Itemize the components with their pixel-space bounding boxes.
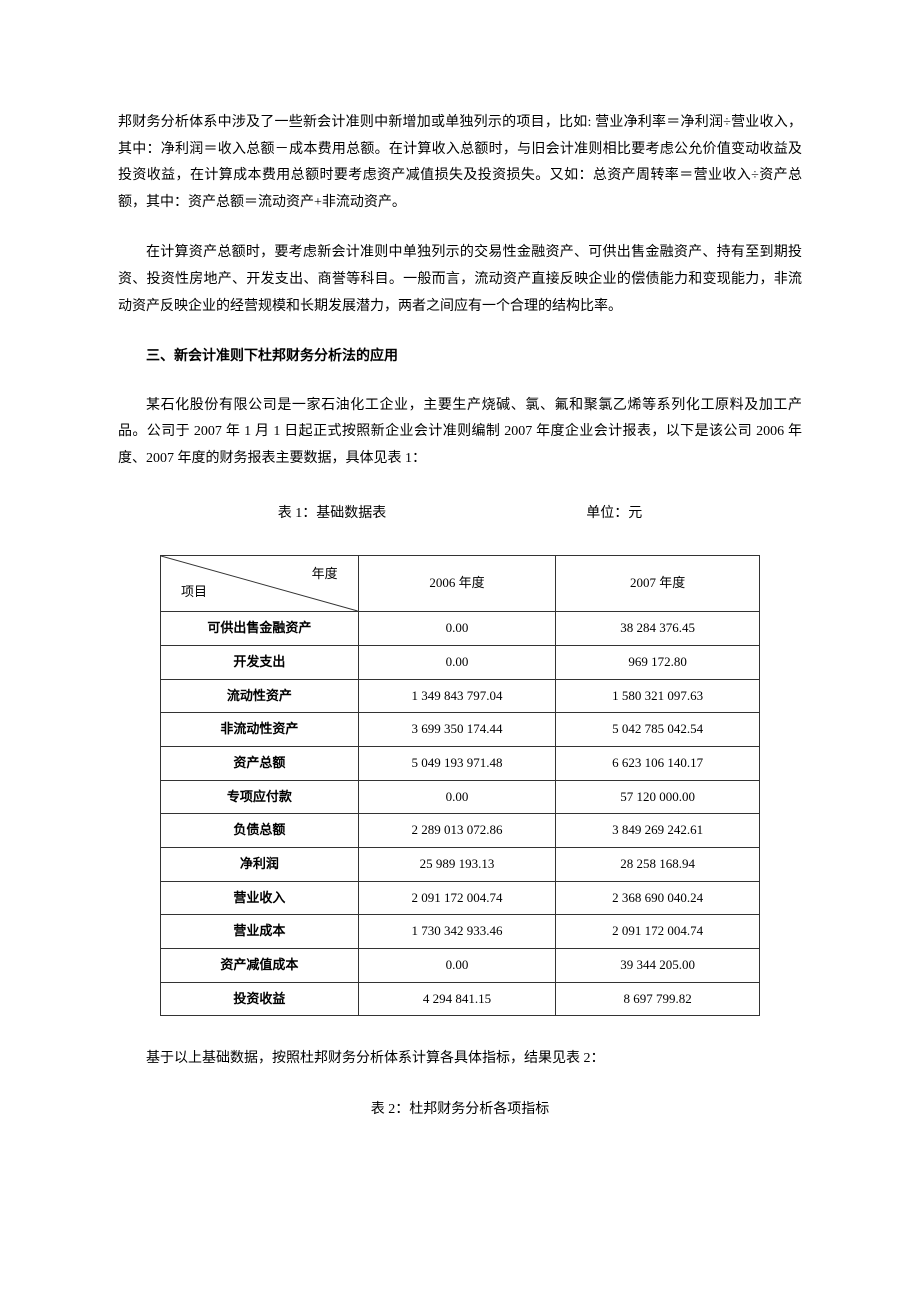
row-label: 资产减值成本 bbox=[161, 949, 359, 983]
row-value-2006: 5 049 193 971.48 bbox=[358, 746, 556, 780]
row-value-2006: 0.00 bbox=[358, 645, 556, 679]
table-row: 净利润25 989 193.1328 258 168.94 bbox=[161, 847, 760, 881]
row-value-2006: 0.00 bbox=[358, 780, 556, 814]
table1-caption: 表 1：基础数据表 bbox=[278, 501, 387, 528]
diag-label-bottom: 项目 bbox=[181, 580, 207, 605]
row-value-2007: 57 120 000.00 bbox=[556, 780, 760, 814]
row-value-2006: 3 699 350 174.44 bbox=[358, 713, 556, 747]
table-row: 流动性资产1 349 843 797.041 580 321 097.63 bbox=[161, 679, 760, 713]
row-value-2006: 0.00 bbox=[358, 612, 556, 646]
paragraph-3: 某石化股份有限公司是一家石油化工企业，主要生产烧碱、氯、氟和聚氯乙烯等系列化工原… bbox=[118, 393, 802, 473]
row-value-2006: 2 091 172 004.74 bbox=[358, 881, 556, 915]
row-label: 营业成本 bbox=[161, 915, 359, 949]
row-value-2006: 25 989 193.13 bbox=[358, 847, 556, 881]
row-value-2007: 2 368 690 040.24 bbox=[556, 881, 760, 915]
row-value-2007: 2 091 172 004.74 bbox=[556, 915, 760, 949]
row-value-2006: 4 294 841.15 bbox=[358, 982, 556, 1016]
row-value-2007: 8 697 799.82 bbox=[556, 982, 760, 1016]
row-label: 营业收入 bbox=[161, 881, 359, 915]
table1-col-2006: 2006 年度 bbox=[358, 556, 556, 612]
table-row: 开发支出0.00969 172.80 bbox=[161, 645, 760, 679]
paragraph-1: 邦财务分析体系中涉及了一些新会计准则中新增加或单独列示的项目，比如: 营业净利率… bbox=[118, 110, 802, 216]
table-row: 营业收入2 091 172 004.742 368 690 040.24 bbox=[161, 881, 760, 915]
row-value-2007: 38 284 376.45 bbox=[556, 612, 760, 646]
table-row: 资产减值成本0.0039 344 205.00 bbox=[161, 949, 760, 983]
row-label: 投资收益 bbox=[161, 982, 359, 1016]
table-row: 营业成本1 730 342 933.462 091 172 004.74 bbox=[161, 915, 760, 949]
table2-caption: 表 2：杜邦财务分析各项指标 bbox=[118, 1097, 802, 1124]
row-label: 可供出售金融资产 bbox=[161, 612, 359, 646]
table-row: 投资收益4 294 841.158 697 799.82 bbox=[161, 982, 760, 1016]
table-row: 可供出售金融资产0.0038 284 376.45 bbox=[161, 612, 760, 646]
row-label: 资产总额 bbox=[161, 746, 359, 780]
row-label: 非流动性资产 bbox=[161, 713, 359, 747]
table1-col-2007: 2007 年度 bbox=[556, 556, 760, 612]
table1: 年度 项目 2006 年度 2007 年度 可供出售金融资产0.0038 284… bbox=[160, 555, 760, 1016]
row-value-2006: 1 730 342 933.46 bbox=[358, 915, 556, 949]
table1-diag-header: 年度 项目 bbox=[161, 556, 359, 612]
paragraph-2: 在计算资产总额时，要考虑新会计准则中单独列示的交易性金融资产、可供出售金融资产、… bbox=[118, 240, 802, 320]
table-row: 负债总额2 289 013 072.863 849 269 242.61 bbox=[161, 814, 760, 848]
table-row: 资产总额5 049 193 971.486 623 106 140.17 bbox=[161, 746, 760, 780]
paragraph-4: 基于以上基础数据，按照杜邦财务分析体系计算各具体指标，结果见表 2： bbox=[118, 1046, 802, 1073]
table-row: 非流动性资产3 699 350 174.445 042 785 042.54 bbox=[161, 713, 760, 747]
row-label: 负债总额 bbox=[161, 814, 359, 848]
table-row: 专项应付款0.0057 120 000.00 bbox=[161, 780, 760, 814]
row-value-2007: 39 344 205.00 bbox=[556, 949, 760, 983]
row-value-2007: 969 172.80 bbox=[556, 645, 760, 679]
row-value-2007: 6 623 106 140.17 bbox=[556, 746, 760, 780]
row-value-2007: 1 580 321 097.63 bbox=[556, 679, 760, 713]
row-label: 开发支出 bbox=[161, 645, 359, 679]
row-label: 专项应付款 bbox=[161, 780, 359, 814]
row-value-2007: 28 258 168.94 bbox=[556, 847, 760, 881]
row-value-2007: 5 042 785 042.54 bbox=[556, 713, 760, 747]
table1-body: 可供出售金融资产0.0038 284 376.45开发支出0.00969 172… bbox=[161, 612, 760, 1016]
row-label: 流动性资产 bbox=[161, 679, 359, 713]
row-value-2006: 0.00 bbox=[358, 949, 556, 983]
row-value-2006: 2 289 013 072.86 bbox=[358, 814, 556, 848]
section-title: 三、新会计准则下杜邦财务分析法的应用 bbox=[118, 344, 802, 371]
table1-caption-row: 表 1：基础数据表 单位：元 bbox=[118, 501, 802, 528]
row-label: 净利润 bbox=[161, 847, 359, 881]
row-value-2006: 1 349 843 797.04 bbox=[358, 679, 556, 713]
row-value-2007: 3 849 269 242.61 bbox=[556, 814, 760, 848]
table1-header-row: 年度 项目 2006 年度 2007 年度 bbox=[161, 556, 760, 612]
diag-label-top: 年度 bbox=[312, 562, 338, 587]
table1-unit: 单位：元 bbox=[586, 501, 642, 528]
